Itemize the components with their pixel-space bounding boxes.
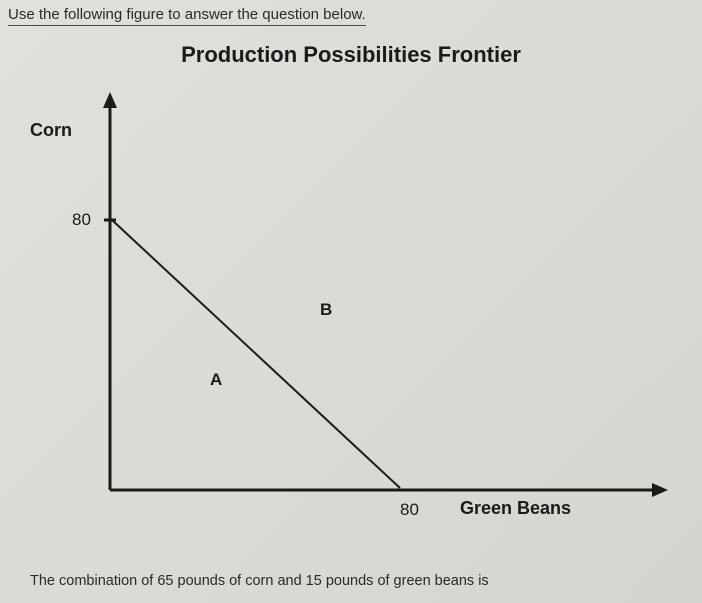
x-tick-label-80: 80 [400, 500, 419, 520]
y-axis-arrow-icon [103, 92, 117, 108]
chart-area: Corn 80 80 Green Beans A B [0, 90, 702, 560]
question-text: The combination of 65 pounds of corn and… [30, 573, 489, 589]
chart-title: Production Possibilities Frontier [0, 42, 702, 68]
x-axis-label: Green Beans [460, 498, 571, 519]
instruction-text: Use the following figure to answer the q… [8, 6, 366, 26]
ppf-line [112, 220, 400, 488]
figure-page: Use the following figure to answer the q… [0, 0, 702, 603]
y-tick-label-80: 80 [72, 210, 91, 230]
x-axis-arrow-icon [652, 483, 668, 497]
chart-svg [0, 90, 702, 560]
point-label-b: B [320, 300, 332, 320]
point-label-a: A [210, 370, 222, 390]
y-axis-label: Corn [30, 120, 72, 141]
